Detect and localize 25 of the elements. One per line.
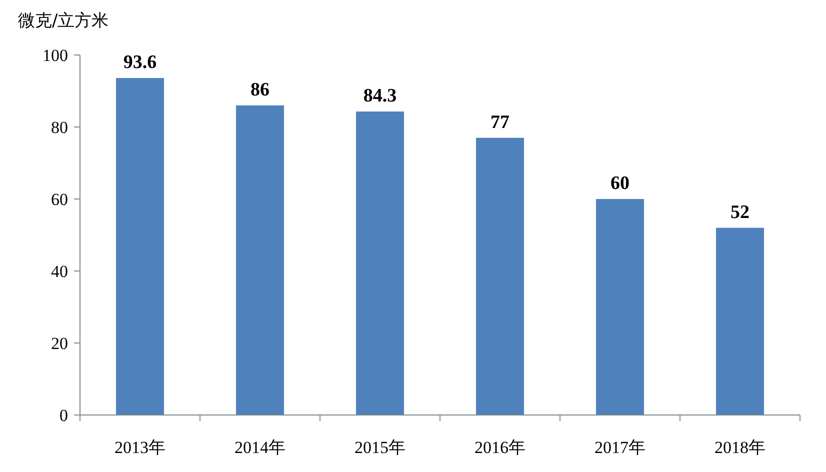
x-tick-label: 2016年 — [474, 438, 526, 457]
x-tick-label: 2014年 — [234, 438, 286, 457]
y-tick-label: 60 — [51, 190, 68, 209]
data-label: 60 — [610, 173, 630, 194]
bar — [116, 78, 164, 415]
x-tick-label: 2015年 — [354, 438, 406, 457]
data-label: 93.6 — [123, 52, 157, 74]
data-label: 86 — [250, 79, 270, 100]
y-tick-label: 20 — [51, 334, 68, 353]
bar — [236, 105, 284, 415]
bar — [356, 112, 404, 415]
y-tick-label: 0 — [60, 406, 68, 425]
x-tick-label: 2013年 — [114, 438, 166, 457]
bar — [596, 199, 644, 415]
data-label: 77 — [490, 112, 510, 133]
y-tick-label: 100 — [42, 46, 68, 65]
data-label: 52 — [730, 202, 750, 223]
y-tick-label: 40 — [51, 262, 68, 281]
x-tick-label: 2017年 — [594, 438, 646, 457]
y-axis-title: 微克/立方米 — [18, 11, 109, 31]
bar — [716, 228, 764, 415]
y-tick-label: 80 — [51, 118, 68, 137]
bar — [476, 138, 524, 415]
data-label: 84.3 — [363, 86, 397, 107]
x-tick-label: 2018年 — [714, 438, 766, 457]
